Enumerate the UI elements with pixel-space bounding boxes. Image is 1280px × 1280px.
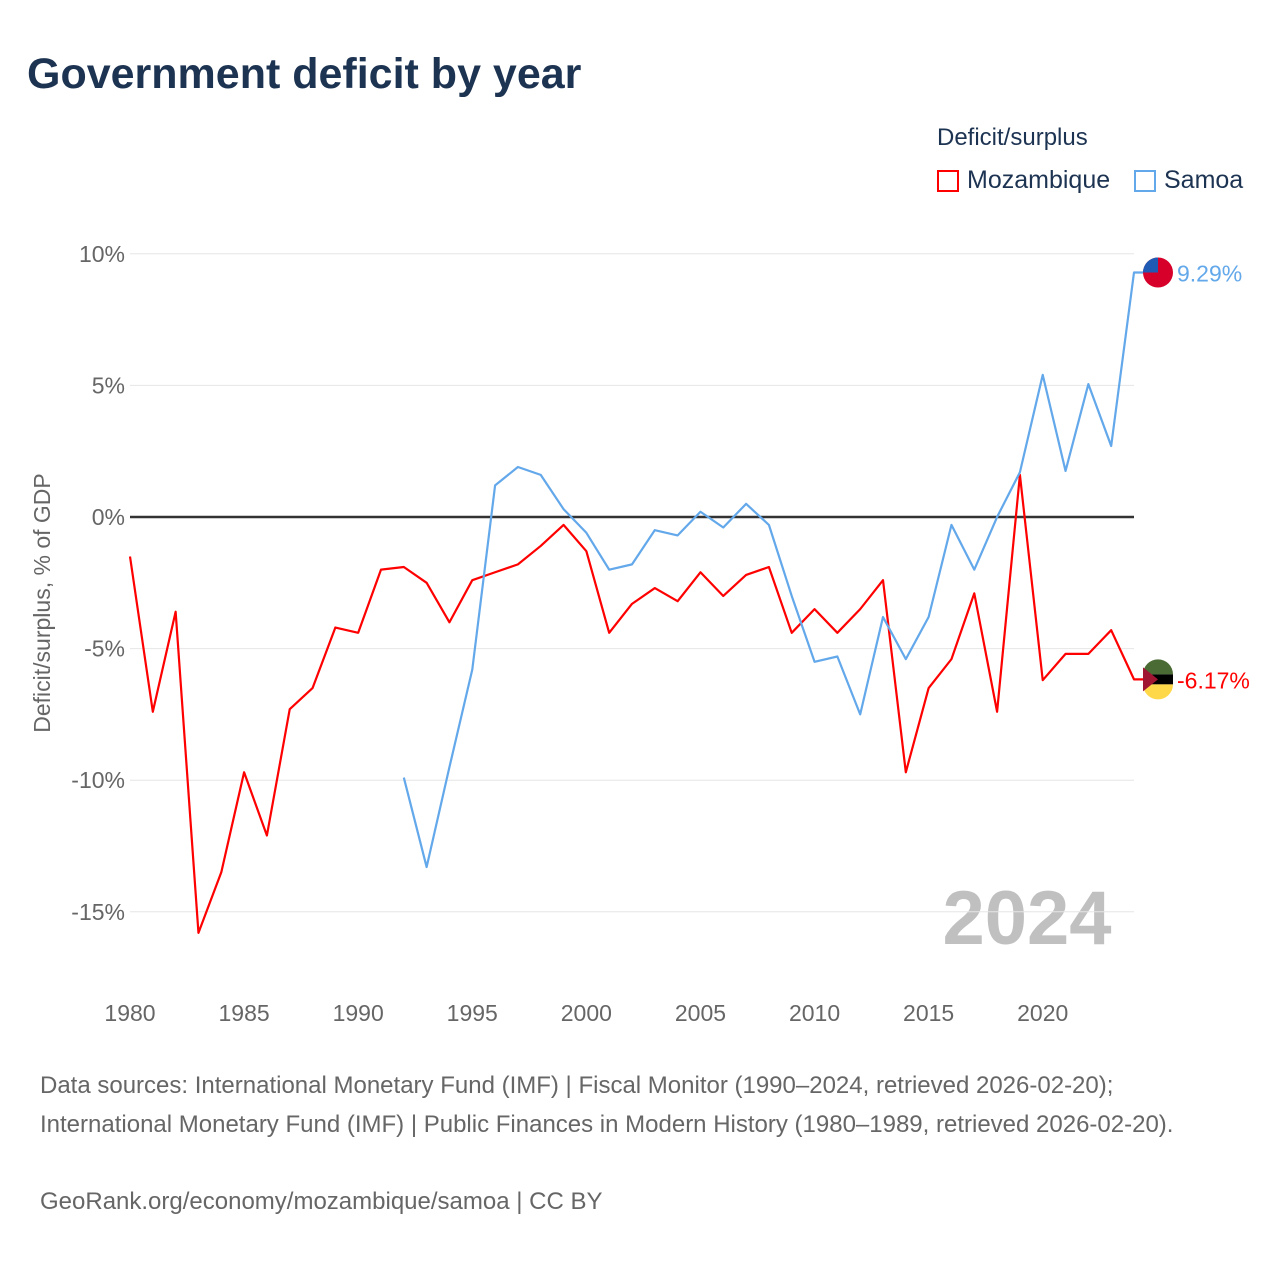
y-tick-label: -15% — [71, 899, 125, 925]
y-tick-label: 10% — [79, 241, 125, 267]
flag-yellow — [1143, 684, 1173, 700]
plot-area: 2024 Deficit/surplus, % of GDP 10% 5% 0% -5… — [29, 241, 1250, 1026]
data-sources: Data sources: International Monetary Fun… — [40, 1072, 1174, 1138]
x-tick-label: 2015 — [903, 1000, 954, 1026]
flag-green — [1143, 659, 1173, 675]
x-tick-label: 2010 — [789, 1000, 840, 1026]
legend-swatch — [1134, 169, 1156, 192]
legend-item-mozambique[interactable]: Mozambique — [937, 166, 1110, 195]
legend-item-samoa[interactable]: Samoa — [1134, 166, 1243, 195]
flag-canton — [1143, 257, 1158, 273]
y-tick-label: -10% — [71, 767, 125, 793]
x-tick-label: 1990 — [333, 1000, 384, 1026]
x-tick-label: 2005 — [675, 1000, 726, 1026]
legend-label: Mozambique — [967, 166, 1111, 194]
series-line-samoa — [402, 271, 1146, 869]
y-tick-label: 0% — [92, 504, 125, 530]
series-line-mozambique — [128, 473, 1146, 934]
year-watermark: 2024 — [942, 876, 1111, 961]
mozambique-flag-icon — [1143, 659, 1173, 700]
flag-triangle — [1143, 667, 1158, 692]
end-value-label: 9.29% — [1177, 260, 1242, 286]
x-tick-label: 1985 — [219, 1000, 270, 1026]
legend-label: Samoa — [1164, 166, 1244, 194]
y-tick-label: 5% — [92, 372, 125, 398]
legend-swatch — [937, 169, 959, 192]
x-tick-label: 2020 — [1017, 1000, 1068, 1026]
x-tick-label: 1980 — [104, 1000, 155, 1026]
samoa-flag-icon — [1143, 257, 1173, 288]
chart-title: Government deficit by year — [27, 50, 582, 98]
x-tick-label: 2000 — [561, 1000, 612, 1026]
attribution-link[interactable]: GeoRank.org/economy/mozambique/samoa | C… — [40, 1188, 603, 1215]
end-value-label: -6.17% — [1177, 667, 1250, 693]
legend-title: Deficit/surplus — [937, 124, 1088, 151]
y-axis-label: Deficit/surplus, % of GDP — [29, 473, 55, 732]
y-tick-label: -5% — [84, 636, 125, 662]
x-tick-label: 1995 — [447, 1000, 498, 1026]
